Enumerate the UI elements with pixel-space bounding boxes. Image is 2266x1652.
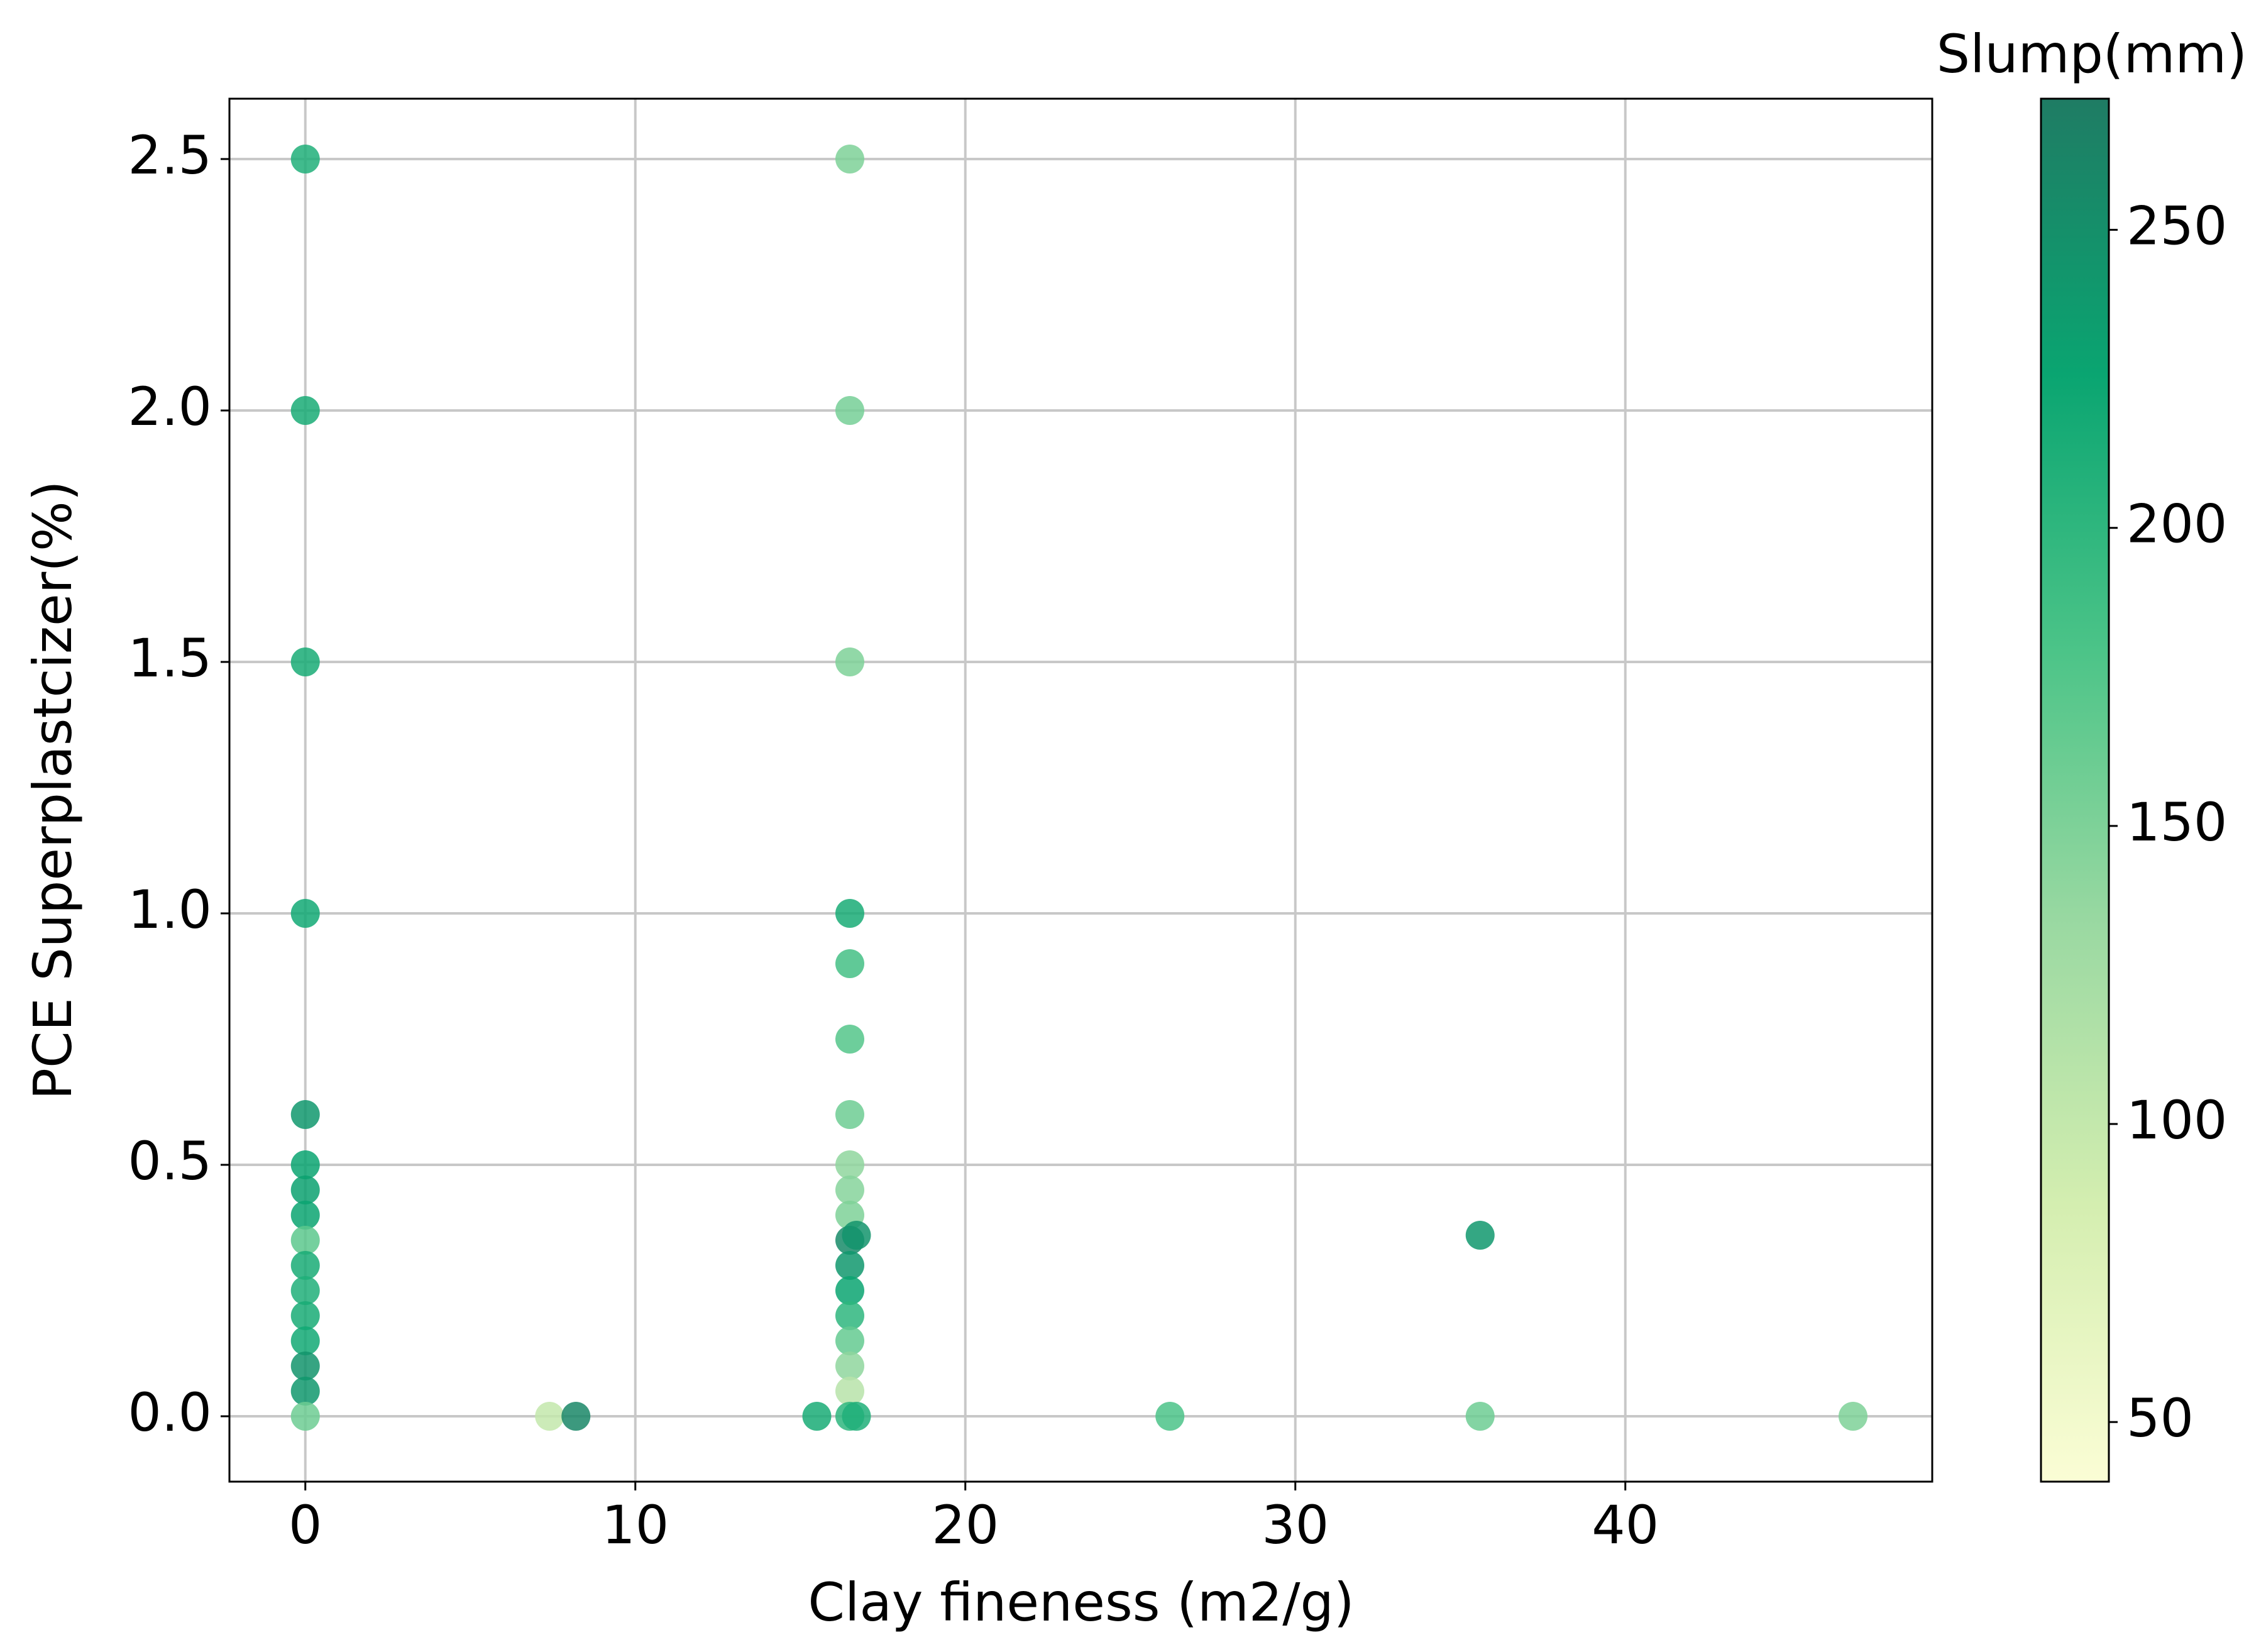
x-tick-label: 0 (289, 1494, 322, 1556)
plot-frame (228, 97, 1933, 1483)
point (290, 145, 320, 173)
x-tick-label: 40 (1592, 1494, 1659, 1556)
point (835, 949, 864, 978)
point (290, 1276, 320, 1305)
point (290, 1150, 320, 1179)
point (835, 145, 864, 173)
point (290, 1201, 320, 1230)
point (835, 1352, 864, 1380)
point (290, 899, 320, 928)
point (835, 1150, 864, 1179)
x-tick-label: 30 (1262, 1494, 1329, 1556)
point (290, 1226, 320, 1255)
y-tick-label: 1.5 (128, 627, 212, 689)
point (835, 1176, 864, 1204)
colorbar-tick-label: 100 (2126, 1089, 2227, 1151)
point (835, 1100, 864, 1129)
colorbar-tick-label: 250 (2126, 195, 2227, 257)
point (835, 1025, 864, 1054)
point (1465, 1221, 1495, 1250)
point (535, 1402, 564, 1431)
y-axis-label: PCE Superplastcizer(%) (22, 480, 84, 1099)
y-tick-label: 0.0 (128, 1382, 212, 1443)
point (290, 647, 320, 676)
y-tick-label: 0.5 (128, 1130, 212, 1192)
colorbar-tick-label: 150 (2126, 791, 2227, 853)
x-tick-label: 10 (602, 1494, 669, 1556)
point (290, 1326, 320, 1355)
colorbar (2040, 97, 2110, 1483)
point (1465, 1402, 1495, 1431)
colorbar-label: Slump(mm) (1937, 23, 2247, 85)
point (290, 1352, 320, 1380)
point (842, 1221, 871, 1250)
colorbar-tick-label: 200 (2126, 493, 2227, 555)
point (1155, 1402, 1185, 1431)
point (835, 647, 864, 676)
point (835, 1301, 864, 1330)
point (835, 899, 864, 928)
y-tick-label: 1.0 (128, 879, 212, 940)
point (835, 1377, 864, 1406)
point (802, 1402, 832, 1431)
point (290, 1176, 320, 1204)
point (835, 1276, 864, 1305)
point (290, 1251, 320, 1280)
point (290, 1377, 320, 1406)
point (290, 1100, 320, 1129)
colorbar-tick-label: 50 (2126, 1387, 2194, 1449)
point (1839, 1402, 1867, 1431)
point (835, 1251, 864, 1280)
x-tick-label: 20 (932, 1494, 999, 1556)
point (842, 1402, 871, 1431)
x-axis-label: Clay fineness (m2/g) (808, 1572, 1354, 1633)
y-tick-label: 2.0 (128, 376, 212, 438)
point (835, 1326, 864, 1355)
point (290, 1301, 320, 1330)
point (290, 396, 320, 425)
point (835, 396, 864, 425)
point (290, 1402, 320, 1431)
point (561, 1402, 591, 1431)
y-tick-label: 2.5 (128, 124, 212, 186)
